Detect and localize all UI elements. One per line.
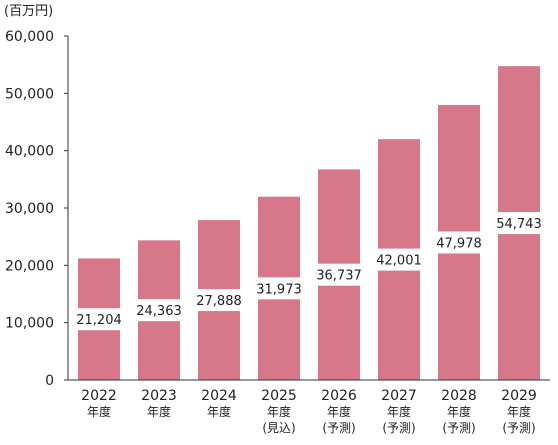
value-label-bg xyxy=(129,299,189,322)
value-label: 36,737 xyxy=(316,269,362,284)
value-label-bg xyxy=(249,277,309,300)
y-axis-unit-label: (百万円) xyxy=(4,4,54,19)
y-tick-label: 40,000 xyxy=(5,144,54,160)
value-label: 21,204 xyxy=(76,313,122,328)
x-tick-label: 2022 年度 xyxy=(81,388,117,419)
value-label-bg xyxy=(429,231,489,254)
value-label: 54,743 xyxy=(496,217,542,232)
x-tick-label: 2024 年度 xyxy=(201,388,237,419)
y-tick-label: 10,000 xyxy=(5,316,54,332)
x-tick-label: 2027 年度(予測) xyxy=(381,388,417,435)
value-label-bg xyxy=(69,308,129,331)
x-tick-label: 2029 年度(予測) xyxy=(501,388,537,435)
y-tick-label: 60,000 xyxy=(5,29,54,45)
x-tick-label: 2023 年度 xyxy=(141,388,177,419)
value-label-bg xyxy=(369,248,429,271)
value-label: 42,001 xyxy=(376,254,422,269)
value-label: 47,978 xyxy=(436,236,482,251)
y-tick-label: 30,000 xyxy=(5,201,54,217)
value-label-bg xyxy=(309,263,369,286)
value-label-bg xyxy=(189,289,249,312)
x-tick-label: 2026 年度(予測) xyxy=(321,388,357,435)
y-tick-label: 50,000 xyxy=(5,86,54,102)
x-tick-label: 2025 年度(見込) xyxy=(261,388,297,435)
value-label-bg xyxy=(489,212,549,235)
y-tick-label: 0 xyxy=(45,373,54,389)
value-label: 27,888 xyxy=(196,294,242,309)
y-tick-label: 20,000 xyxy=(5,258,54,274)
value-label: 31,973 xyxy=(256,282,302,297)
value-label: 24,363 xyxy=(136,304,182,319)
x-tick-label: 2028 年度(予測) xyxy=(441,388,477,435)
